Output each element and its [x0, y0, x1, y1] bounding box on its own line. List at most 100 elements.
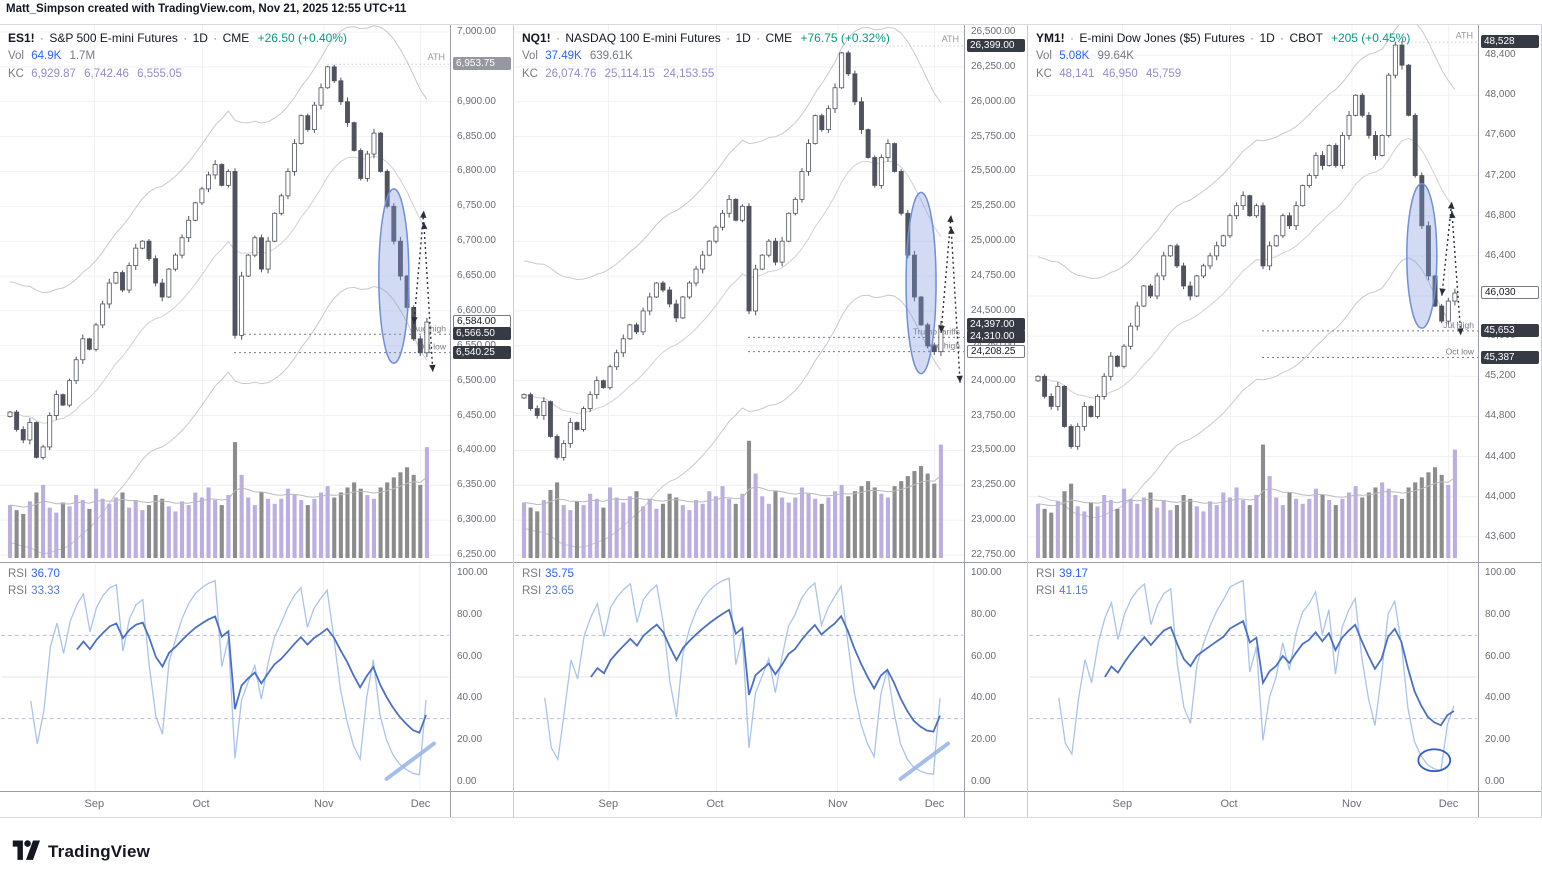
svg-text:Jul High: Jul High: [1443, 320, 1474, 330]
volume-bars: [1035, 444, 1457, 558]
price-tick-label: 48,400: [1485, 49, 1516, 61]
rsi-pane-es: RSI 36.70 RSI 33.33: [0, 562, 450, 791]
price-tick-label: 44,400: [1485, 450, 1516, 462]
volume-ma-line: [1037, 477, 1456, 507]
rsi-tick-label: 20.00: [457, 734, 483, 746]
time-label: Sep: [598, 798, 619, 810]
price-tick-label: 46,400: [1485, 249, 1516, 261]
rsi-tick-label: 40.00: [1485, 692, 1511, 704]
candles-group: [1035, 40, 1458, 450]
price-tick-label: 6,300.00: [457, 514, 496, 526]
price-tick-label: 22,750.00: [971, 549, 1016, 561]
price-tick-label: 26,500.00: [971, 25, 1016, 37]
price-tick-label: 26,000.00: [971, 95, 1016, 107]
annotation-arrows: [938, 214, 963, 383]
time-axis-ym[interactable]: Sep Oct Nov Dec: [1028, 791, 1478, 817]
rsi-chart-svg-ym[interactable]: [1028, 563, 1478, 791]
rsi-chart-svg-nq[interactable]: [514, 563, 964, 791]
candles-group: [7, 64, 430, 460]
price-chart-svg-ym[interactable]: Jul High Oct low ATH: [1028, 25, 1478, 562]
highlight-ellipse: [905, 191, 937, 375]
rsi-tick-label: 100.00: [1485, 567, 1516, 578]
price-axis-ym[interactable]: 43,60044,00044,40044,80045,20045,60046,0…: [1478, 25, 1541, 562]
price-tick-label: 25,250.00: [971, 200, 1016, 212]
price-tick-label: 6,700.00: [457, 235, 496, 247]
price-tick-label: 6,850.00: [457, 130, 496, 142]
price-gridlines: [514, 25, 964, 562]
rsi-axis-ym[interactable]: 100.00 80.00 60.00 40.00 20.00 0.00: [1478, 562, 1541, 791]
tradingview-logo-text[interactable]: TradingView: [48, 841, 151, 861]
price-level-badge: 45,387: [1481, 350, 1539, 364]
price-tick-label: 48,000: [1485, 89, 1516, 101]
rsi-axis-es[interactable]: 100.00 80.00 60.00 40.00 20.00 0.00: [450, 562, 513, 791]
rsi-tick-label: 80.00: [971, 608, 997, 620]
svg-text:ATH: ATH: [942, 34, 959, 44]
time-label: Nov: [828, 798, 848, 810]
price-tick-label: 6,350.00: [457, 479, 496, 491]
price-level-badge: 6,584.00: [453, 315, 511, 329]
price-tick-label: 6,250.00: [457, 549, 496, 561]
rsi-tick-label: 0.00: [1485, 776, 1505, 787]
price-tick-label: 44,800: [1485, 410, 1516, 422]
price-tick-label: 6,750.00: [457, 200, 496, 212]
kc-bands: [1037, 25, 1456, 518]
rsi-fast-line: [1058, 579, 1455, 772]
panels-row: Aug high Oct low ATH ES1! · S&P 500 E-mini…: [0, 24, 1542, 818]
svg-text:ATH: ATH: [1456, 30, 1473, 40]
chart-panel-es: Aug high Oct low ATH ES1! · S&P 500 E-mini…: [0, 25, 514, 817]
time-label: Oct: [1220, 798, 1238, 810]
price-tick-label: 25,500.00: [971, 165, 1016, 177]
price-tick-label: 46,800: [1485, 209, 1516, 221]
price-level-badge: 46,030: [1481, 285, 1539, 299]
rsi-tick-label: 40.00: [971, 692, 997, 704]
price-level-badge: 6,566.50: [453, 327, 511, 341]
rsi-tick-label: 80.00: [457, 608, 483, 620]
highlight-ellipse: [1406, 182, 1438, 329]
rsi-tick-label: 20.00: [1485, 734, 1511, 746]
price-tick-label: 24,500.00: [971, 304, 1016, 316]
time-label: Sep: [84, 798, 105, 810]
annotation-arrows: [1439, 201, 1464, 336]
price-tick-label: 23,000.00: [971, 514, 1016, 526]
rsi-tick-label: 0.00: [971, 776, 991, 787]
time-label: Dec: [410, 798, 431, 810]
rsi-tick-label: 0.00: [457, 776, 477, 787]
price-axis-es[interactable]: 6,250.00 6,300.00 6,350.00 6,400.00 6,450.00…: [450, 25, 513, 562]
price-tick-label: 6,650.00: [457, 270, 496, 282]
volume-bars: [7, 442, 429, 558]
rsi-trendline-annotation: [384, 741, 436, 781]
price-tick-label: 24,750.00: [971, 270, 1016, 282]
price-tick-label: 6,800.00: [457, 165, 496, 177]
rsi-slow-line: [76, 615, 427, 734]
rsi-tick-label: 100.00: [971, 567, 1002, 578]
time-axis-nq[interactable]: Sep Oct Nov Dec: [514, 791, 964, 817]
rsi-tick-label: 100.00: [457, 567, 488, 578]
volume-bars: [521, 440, 943, 558]
price-tick-label: 6,400.00: [457, 444, 496, 456]
price-tick-label: 23,500.00: [971, 444, 1016, 456]
svg-text:ATH: ATH: [428, 52, 445, 62]
volume-ma-line: [523, 475, 942, 506]
kc-bands: [523, 26, 942, 548]
time-axis-es[interactable]: Sep Oct Nov Dec: [0, 791, 450, 817]
rsi-tick-label: 20.00: [971, 734, 997, 746]
price-tick-label: 6,550.00: [457, 340, 496, 351]
time-label: Nov: [1342, 798, 1362, 810]
price-pane-ym: Jul High Oct low ATH YM1! · E-mini Dow Jon…: [1028, 25, 1478, 562]
candles-group: [521, 50, 944, 461]
tradingview-logo-icon[interactable]: [12, 838, 40, 865]
rsi-trendline-annotation: [898, 741, 950, 781]
rsi-axis-nq[interactable]: 100.00 80.00 60.00 40.00 20.00 0.00: [964, 562, 1027, 791]
price-gridlines: [1028, 25, 1478, 562]
rsi-tick-label: 60.00: [971, 650, 997, 662]
rsi-chart-svg-es[interactable]: [0, 563, 450, 791]
rsi-tick-label: 60.00: [1485, 650, 1511, 662]
price-level-badge: 6,540.25: [453, 345, 511, 359]
price-level-badge: 48,528: [1481, 35, 1539, 49]
price-axis-nq[interactable]: 22,750.00 23,000.00 23,250.00 23,500.00 23,7…: [964, 25, 1027, 562]
